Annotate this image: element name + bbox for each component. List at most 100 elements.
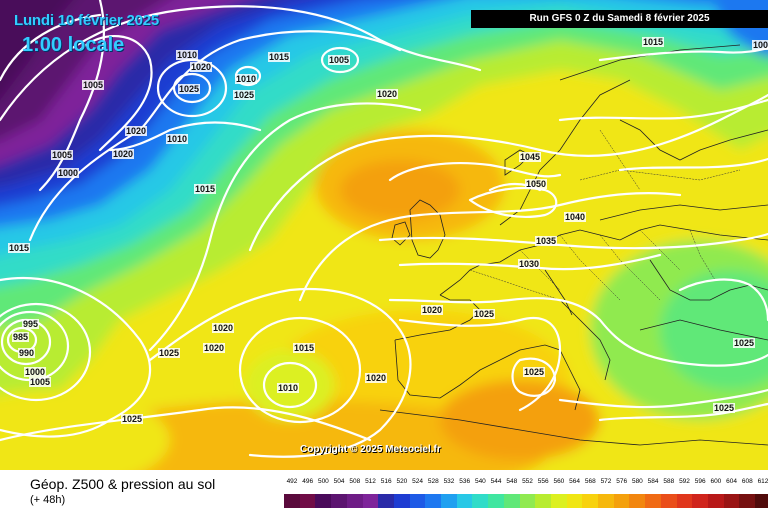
scale-swatch <box>503 494 520 508</box>
copyright-notice: Copyright © 2025 Meteociel.fr <box>300 444 441 455</box>
scale-value: 496 <box>302 478 314 485</box>
scale-value: 536 <box>459 478 471 485</box>
scale-swatch <box>284 494 300 508</box>
scale-swatch <box>723 494 740 508</box>
borders <box>469 129 741 301</box>
scale-value: 572 <box>600 478 612 485</box>
scale-value: 588 <box>663 478 675 485</box>
scale-value: 600 <box>710 478 722 485</box>
pressure-label: 1005 <box>29 377 52 387</box>
scale-swatch <box>692 494 709 508</box>
scale-value: 592 <box>679 478 690 485</box>
scale-value: 604 <box>726 478 738 485</box>
scale-swatch <box>488 494 505 508</box>
scale-value: 564 <box>569 478 581 485</box>
pressure-label: 1045 <box>519 152 542 162</box>
pressure-label: 1025 <box>473 309 496 319</box>
pressure-label: 1005 <box>82 80 105 90</box>
scale-swatch <box>519 494 536 508</box>
pressure-label: 1050 <box>525 179 548 189</box>
scale-value: 508 <box>349 478 361 485</box>
scale-value: 500 <box>317 478 329 485</box>
pressure-label: 1010 <box>166 134 189 144</box>
scale-swatch <box>378 494 395 508</box>
pressure-label: 1035 <box>535 236 558 246</box>
scale-swatch <box>660 494 677 508</box>
scale-swatch <box>393 494 410 508</box>
scale-swatch <box>645 494 662 508</box>
scale-swatch <box>550 494 567 508</box>
pressure-label: 1040 <box>564 212 587 222</box>
pressure-label: 1020 <box>421 305 444 315</box>
scale-swatch <box>472 494 489 508</box>
forecast-time: 1:00 locale <box>22 34 125 56</box>
scale-value: 560 <box>553 478 565 485</box>
pressure-label: 1005 <box>752 40 768 50</box>
scale-value: 504 <box>333 478 345 485</box>
scale-swatch <box>755 494 768 508</box>
pressure-label: 1025 <box>523 367 546 377</box>
pressure-label: 990 <box>18 348 36 358</box>
scale-value: 520 <box>396 478 408 485</box>
scale-value: 512 <box>365 478 376 485</box>
pressure-label: 1025 <box>178 84 201 94</box>
scale-value: 544 <box>490 478 502 485</box>
pressure-label: 995 <box>22 319 40 329</box>
geopotential-color-field <box>0 0 768 470</box>
scale-swatch <box>739 494 756 508</box>
pressure-label: 1020 <box>112 149 135 159</box>
pressure-label: 1025 <box>121 414 144 424</box>
pressure-label: 1025 <box>233 90 256 100</box>
forecast-date: Lundi 10 février 2025 <box>14 12 160 29</box>
weather-map[interactable] <box>0 0 768 470</box>
scale-swatch <box>582 494 599 508</box>
scale-swatch <box>346 494 363 508</box>
scale-value: 532 <box>443 478 455 485</box>
scale-swatch <box>598 494 614 508</box>
scale-swatch <box>456 494 473 508</box>
pressure-label: 985 <box>12 332 30 342</box>
scale-swatch <box>441 494 457 508</box>
pressure-label: 1015 <box>268 52 291 62</box>
pressure-label: 1020 <box>190 62 213 72</box>
scale-swatch <box>535 494 552 508</box>
scale-value: 612 <box>757 478 768 485</box>
scale-swatch <box>362 494 379 508</box>
scale-swatch <box>409 494 426 508</box>
isobars <box>0 0 768 457</box>
scale-value: 552 <box>522 478 533 485</box>
pressure-label: 1020 <box>212 323 235 333</box>
model-run-info: Run GFS 0 Z du Samedi 8 février 2025 <box>471 10 768 28</box>
scale-value: 516 <box>380 478 392 485</box>
scale-swatch <box>629 494 646 508</box>
scale-swatch <box>676 494 693 508</box>
scale-value: 556 <box>537 478 549 485</box>
pressure-label: 1020 <box>365 373 388 383</box>
scale-value: 576 <box>616 478 628 485</box>
scale-value: 492 <box>286 478 298 485</box>
pressure-label: 1030 <box>518 259 541 269</box>
scale-value: 596 <box>694 478 706 485</box>
pressure-label: 1025 <box>713 403 736 413</box>
pressure-label: 1000 <box>57 168 80 178</box>
pressure-label: 1025 <box>158 348 181 358</box>
pressure-label: 1000 <box>24 367 47 377</box>
forecast-offset: (+ 48h) <box>30 494 66 506</box>
scale-value: 524 <box>412 478 424 485</box>
scale-value: 608 <box>741 478 753 485</box>
pressure-label: 1005 <box>328 55 351 65</box>
scale-value: 540 <box>474 478 486 485</box>
pressure-label: 1010 <box>277 383 300 393</box>
pressure-label: 1015 <box>642 37 665 47</box>
scale-swatch <box>566 494 583 508</box>
scale-value: 580 <box>631 478 643 485</box>
scale-swatch <box>331 494 348 508</box>
pressure-label: 1005 <box>51 150 74 160</box>
scale-value: 584 <box>647 478 659 485</box>
pressure-label: 1015 <box>194 184 217 194</box>
pressure-label: 1025 <box>733 338 756 348</box>
scale-swatch <box>299 494 316 508</box>
pressure-label: 1015 <box>8 243 31 253</box>
pressure-label: 1010 <box>176 50 199 60</box>
